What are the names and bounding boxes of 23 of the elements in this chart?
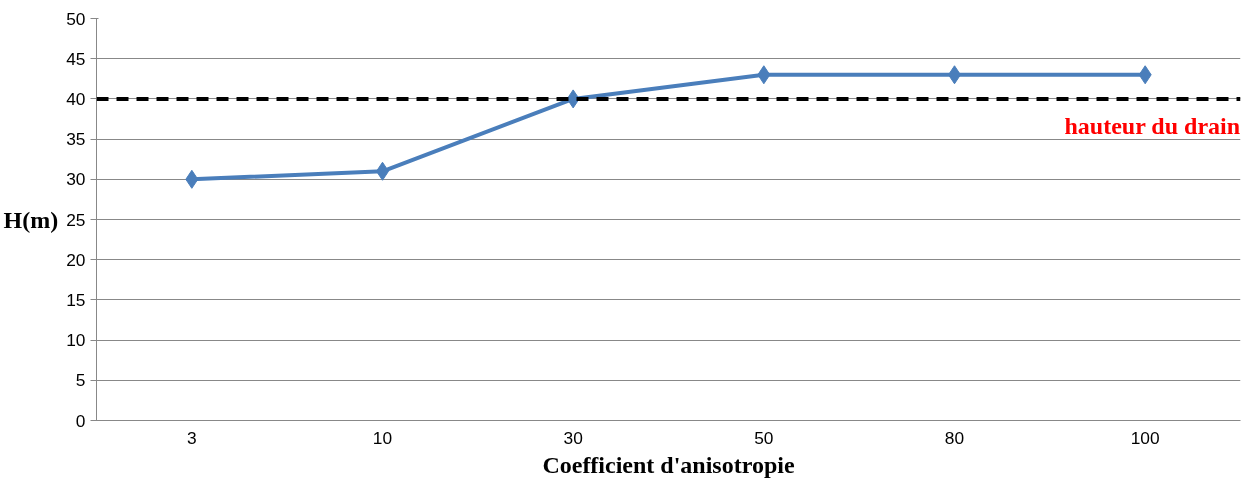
point [1138,65,1152,85]
y-tick-label: 25 [66,209,86,230]
point [757,65,771,85]
x-tick-label: 30 [563,427,583,448]
x-tick-label: 10 [372,427,393,448]
y-tick-label: 20 [66,249,86,270]
y-tick-label: 40 [66,88,86,109]
x-tick-label: 100 [1130,427,1160,448]
ref-line-label: hauteur du drain [1064,112,1241,139]
y-tick-label: 35 [66,129,86,150]
y-tick-label: 45 [66,48,86,69]
y-tick-label: 10 [66,330,86,351]
y-tick-label: 0 [75,410,86,431]
x-tick-label: 50 [754,427,774,448]
x-axis-title: Coefficient d'anisotropie [542,451,795,478]
y-tick-label: 50 [66,8,86,29]
y-axis-title: H(m) [3,206,59,233]
y-tick-label: 15 [66,289,86,310]
y-tick-label: 30 [66,169,86,190]
x-tick-label: 3 [187,427,197,448]
y-tick-label: 5 [75,370,86,391]
point [185,169,199,189]
x-tick-label: 80 [944,427,965,448]
